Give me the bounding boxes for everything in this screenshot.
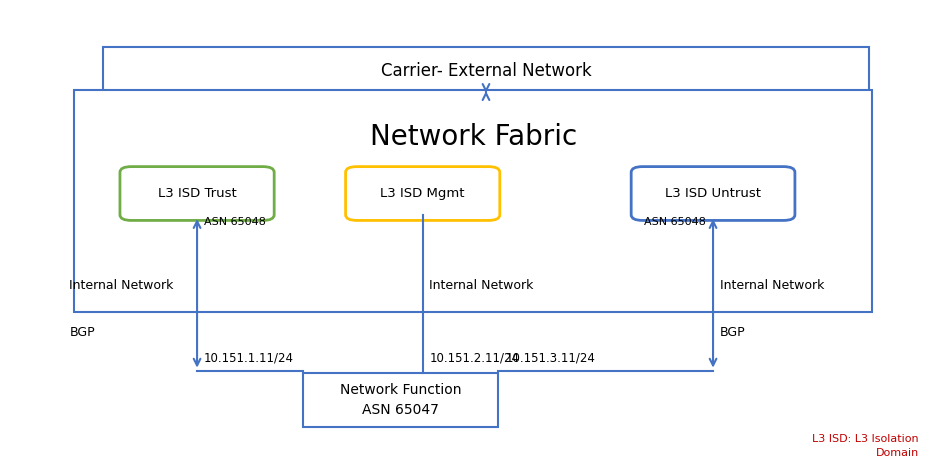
Text: Internal Network: Internal Network [429,279,534,292]
Text: Network Function
ASN 65047: Network Function ASN 65047 [340,383,461,417]
Text: ASN 65048: ASN 65048 [644,217,705,227]
Text: Network Fabric: Network Fabric [369,123,577,151]
Text: 10.151.1.11/24: 10.151.1.11/24 [204,351,294,364]
Text: Internal Network: Internal Network [69,279,174,292]
Text: 10.151.2.11/24: 10.151.2.11/24 [429,351,520,364]
Text: 10.151.3.11/24: 10.151.3.11/24 [506,351,595,364]
Text: L3 ISD Untrust: L3 ISD Untrust [665,187,761,200]
Text: BGP: BGP [720,326,745,339]
Text: L3 ISD Mgmt: L3 ISD Mgmt [381,187,465,200]
FancyBboxPatch shape [631,167,795,220]
FancyBboxPatch shape [120,167,274,220]
Text: Carrier- External Network: Carrier- External Network [381,62,591,80]
Text: ASN 65048: ASN 65048 [204,217,266,227]
Bar [103,47,869,94]
Text: L3 ISD Trust: L3 ISD Trust [158,187,236,200]
Bar [74,90,872,312]
Text: Internal Network: Internal Network [720,279,824,292]
FancyBboxPatch shape [346,167,500,220]
Text: L3 ISD: L3 Isolation
Domain: L3 ISD: L3 Isolation Domain [812,434,919,458]
Text: BGP: BGP [69,326,95,339]
Bar [303,373,498,427]
